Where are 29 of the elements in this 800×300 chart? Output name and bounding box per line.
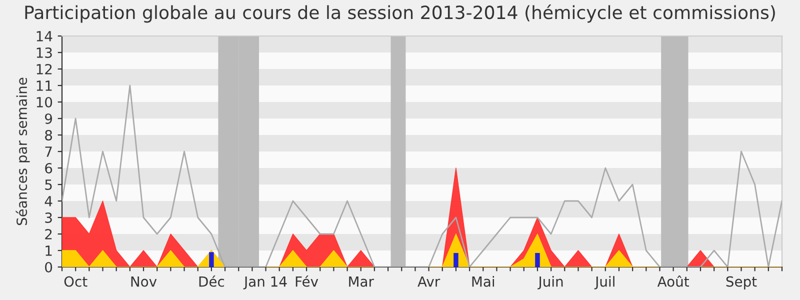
x-tick-label: Déc	[199, 275, 224, 287]
y-tick-label: 9	[45, 113, 52, 124]
y-tick-label: 7	[45, 146, 52, 157]
y-tick-label: 5	[45, 180, 52, 190]
x-tick-label: Fév	[296, 275, 318, 287]
y-tick-label: 12	[36, 64, 52, 74]
x-tick-label: Août	[657, 275, 689, 287]
x-tick-label: Oct	[64, 276, 88, 287]
x-tick-label: Sept	[726, 276, 757, 290]
y-tick-label: 3	[45, 212, 52, 223]
y-tick-label: 1	[46, 246, 52, 256]
y-tick-label: 2	[45, 228, 52, 240]
y-tick-label: 11	[36, 80, 52, 91]
x-tick-label: Juil	[594, 276, 614, 290]
y-tick-label: 4	[44, 196, 52, 206]
x-tick-label: Jan 14	[243, 276, 287, 290]
x-tick-label: Mai	[472, 276, 494, 287]
x-tick-label: Juin	[538, 276, 563, 290]
x-tick-label: Nov	[131, 276, 157, 287]
y-tick-label: 14	[36, 31, 52, 42]
x-tick-label: Mar	[349, 276, 374, 287]
y-tick-label: 0	[45, 262, 52, 272]
y-tick-label: 13	[36, 47, 52, 58]
chart-title: Participation globale au cours de la session 2013-2014 (hémicycle et commissions)	[25, 4, 775, 23]
x-tick-label: Avr	[418, 276, 440, 287]
y-tick-label: 6	[45, 162, 52, 174]
y-axis-title: Séances par semaine	[16, 78, 30, 226]
y-tick-label: 8	[45, 130, 52, 140]
y-tick-label: 10	[36, 96, 52, 108]
